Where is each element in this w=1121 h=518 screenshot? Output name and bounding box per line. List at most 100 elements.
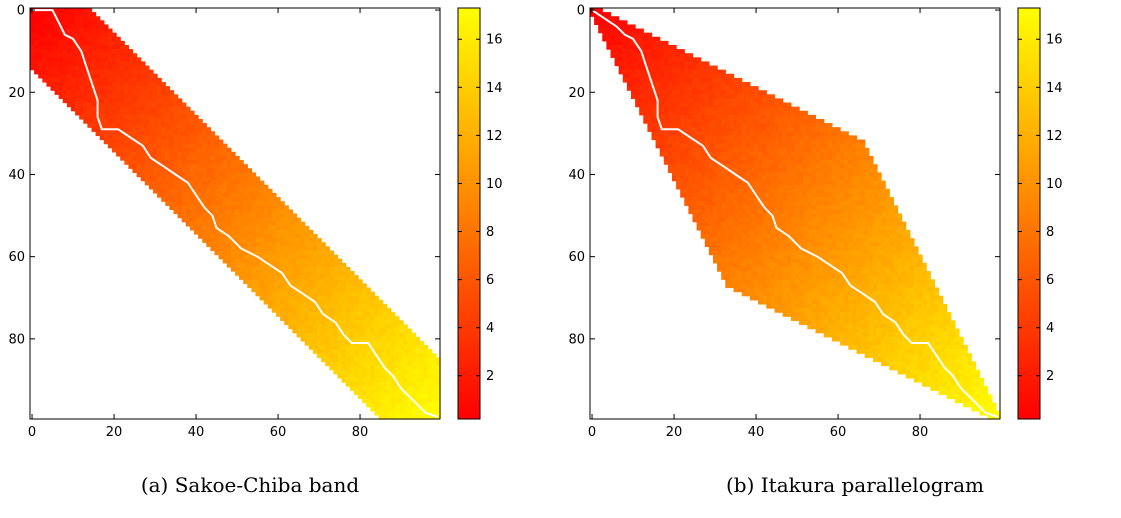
heatmap-cell xyxy=(382,308,388,313)
heatmap-cell xyxy=(62,12,68,17)
heatmap-cell xyxy=(762,213,767,219)
heatmap-cell xyxy=(676,114,681,120)
heatmap-cell xyxy=(218,160,224,165)
heatmap-cell xyxy=(165,168,170,173)
heatmap-cell xyxy=(390,312,396,317)
heatmap-cell xyxy=(717,77,722,83)
heatmap-cell xyxy=(251,258,257,264)
heatmap-cell xyxy=(394,336,400,342)
heatmap-cell xyxy=(62,90,68,95)
heatmap-cell xyxy=(325,275,330,280)
heatmap-cell xyxy=(382,414,388,420)
heatmap-cell xyxy=(700,94,706,100)
heatmap-cell xyxy=(676,65,681,71)
heatmap-cell xyxy=(226,160,232,165)
heatmap-cell xyxy=(337,328,343,334)
heatmap-cell xyxy=(758,164,763,169)
heatmap-cell xyxy=(83,73,88,79)
heatmap-cell xyxy=(733,209,739,215)
heatmap-cell xyxy=(717,81,722,87)
heatmap-cell xyxy=(198,135,203,141)
heatmap-cell xyxy=(799,250,804,256)
heatmap-cell xyxy=(700,61,706,67)
heatmap-cell xyxy=(79,102,84,108)
heatmap-cell xyxy=(807,246,812,252)
heatmap-cell xyxy=(708,77,714,83)
heatmap-cell xyxy=(778,176,784,182)
heatmap-cell xyxy=(659,110,665,116)
heatmap-cell xyxy=(185,213,191,219)
heatmap-cell xyxy=(717,234,722,239)
heatmap-cell xyxy=(725,73,730,79)
heatmap-cell xyxy=(255,250,261,256)
heatmap-cell xyxy=(713,205,718,210)
heatmap-cell xyxy=(95,131,101,137)
heatmap-cell xyxy=(827,188,833,194)
heatmap-cell xyxy=(189,172,195,178)
heatmap-cell xyxy=(75,90,80,95)
heatmap-cell xyxy=(692,77,698,83)
heatmap-cell xyxy=(403,394,408,400)
heatmap-cell xyxy=(725,279,730,284)
heatmap-cell xyxy=(667,118,673,124)
heatmap-cell xyxy=(782,123,788,128)
heatmap-cell xyxy=(762,168,767,173)
heatmap-cell xyxy=(71,94,76,100)
heatmap-cell xyxy=(189,217,195,223)
heatmap-cell xyxy=(362,369,367,375)
heatmap-cell xyxy=(733,192,739,198)
heatmap-cell xyxy=(312,316,318,321)
heatmap-cell xyxy=(144,172,150,178)
heatmap-cell xyxy=(157,123,162,128)
heatmap-cell xyxy=(390,320,396,326)
heatmap-cell xyxy=(819,205,825,210)
heatmap-cell xyxy=(140,168,146,173)
heatmap-cell xyxy=(778,303,784,309)
heatmap-cell xyxy=(394,353,400,358)
heatmap-cell xyxy=(374,328,380,334)
heatmap-cell xyxy=(75,102,80,108)
heatmap-cell xyxy=(700,106,706,112)
heatmap-cell xyxy=(50,65,56,71)
heatmap-cell xyxy=(799,262,804,268)
heatmap-cell xyxy=(700,213,706,219)
heatmap-cell xyxy=(300,229,306,235)
heatmap-cell xyxy=(230,180,236,186)
heatmap-cell xyxy=(169,123,175,128)
heatmap-cell xyxy=(214,234,220,239)
heatmap-cell xyxy=(95,40,101,46)
heatmap-cell xyxy=(774,283,780,289)
heatmap-cell xyxy=(803,229,808,235)
heatmap-cell xyxy=(124,123,129,128)
heatmap-cell xyxy=(729,168,735,173)
heatmap-cell xyxy=(811,303,817,309)
heatmap-cell xyxy=(676,180,681,186)
heatmap-cell xyxy=(382,398,388,404)
heatmap-cell xyxy=(296,238,302,243)
heatmap-cell xyxy=(95,28,101,34)
colorbar-tick-label: 2 xyxy=(486,369,494,384)
heatmap-cell xyxy=(762,229,767,235)
heatmap-cell xyxy=(708,246,714,252)
heatmap-cell xyxy=(362,398,367,404)
heatmap-cell xyxy=(713,217,718,223)
heatmap-cell xyxy=(594,16,599,21)
heatmap-cell xyxy=(296,225,302,231)
heatmap-cell xyxy=(124,118,129,124)
heatmap-cell xyxy=(680,98,685,104)
heatmap-cell xyxy=(680,65,685,71)
heatmap-cell xyxy=(799,135,804,141)
heatmap-cell xyxy=(382,402,388,408)
heatmap-cell xyxy=(140,65,146,71)
heatmap-cell xyxy=(618,36,624,42)
heatmap-cell xyxy=(770,147,776,153)
heatmap-cell xyxy=(594,12,599,17)
heatmap-cell xyxy=(362,361,367,367)
heatmap-cell xyxy=(688,94,694,100)
heatmap-cell xyxy=(300,324,306,330)
heatmap-cell xyxy=(210,139,216,145)
heatmap-cell xyxy=(296,250,302,256)
heatmap-cell xyxy=(819,303,825,309)
heatmap-cell xyxy=(655,94,661,100)
heatmap-cell xyxy=(169,98,175,104)
